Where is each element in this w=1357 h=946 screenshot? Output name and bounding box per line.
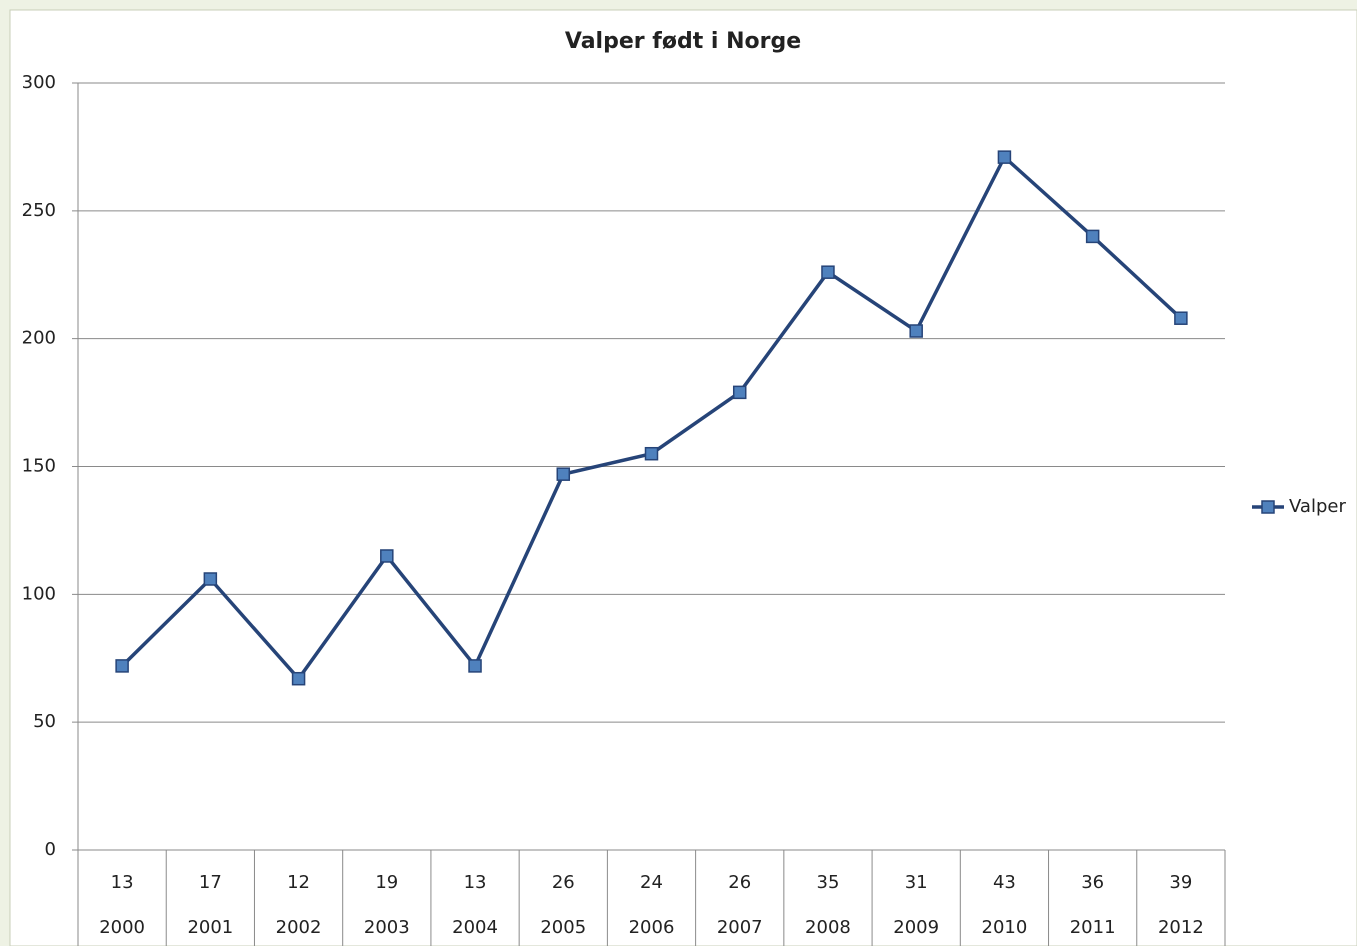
x-sublabel: 13 [464, 872, 487, 893]
y-tick-label: 150 [22, 456, 56, 477]
y-tick-label: 100 [22, 583, 56, 604]
marker [556, 467, 571, 481]
x-tick-label: 2010 [982, 917, 1028, 938]
marker [732, 385, 747, 400]
legend-marker [1261, 500, 1275, 514]
x-tick-label: 2008 [805, 917, 851, 938]
marker [203, 572, 218, 586]
x-sublabel: 36 [1081, 872, 1104, 893]
x-tick-label: 2005 [540, 917, 586, 938]
chart-area [9, 9, 1357, 946]
legend-label: Valper [1289, 496, 1346, 517]
marker [115, 659, 129, 673]
x-tick-label: 2000 [99, 917, 145, 938]
x-tick-label: 2009 [893, 917, 939, 938]
marker [997, 150, 1012, 164]
x-sublabel: 12 [287, 872, 310, 893]
y-tick-label: 0 [45, 839, 56, 860]
y-tick-label: 250 [22, 200, 56, 221]
x-sublabel: 35 [817, 872, 840, 893]
x-sublabel: 19 [375, 872, 398, 893]
y-tick-label: 50 [33, 711, 56, 732]
x-sublabel: 17 [199, 872, 222, 893]
marker [291, 671, 306, 686]
y-tick-label: 200 [22, 328, 56, 349]
x-sublabel: 26 [552, 872, 575, 893]
marker [644, 446, 659, 461]
x-sublabel: 13 [111, 872, 134, 893]
marker [821, 265, 835, 279]
x-sublabel: 31 [905, 872, 928, 893]
y-tick-label: 300 [22, 72, 56, 93]
x-tick-label: 2007 [717, 917, 763, 938]
x-tick-label: 2011 [1070, 917, 1116, 938]
x-sublabel: 39 [1169, 872, 1192, 893]
x-tick-label: 2004 [452, 917, 498, 938]
marker [380, 549, 394, 563]
x-sublabel: 43 [993, 872, 1016, 893]
x-tick-label: 2002 [276, 917, 322, 938]
x-sublabel: 24 [640, 872, 663, 893]
x-tick-label: 2001 [187, 917, 233, 938]
x-tick-label: 2003 [364, 917, 410, 938]
x-tick-label: 2012 [1158, 917, 1204, 938]
marker [1174, 311, 1188, 325]
x-sublabel: 26 [728, 872, 751, 893]
chart-title: Valper født i Norge [565, 29, 801, 54]
marker [468, 659, 482, 673]
x-tick-label: 2006 [629, 917, 675, 938]
marker [909, 324, 923, 338]
marker [1085, 229, 1100, 244]
